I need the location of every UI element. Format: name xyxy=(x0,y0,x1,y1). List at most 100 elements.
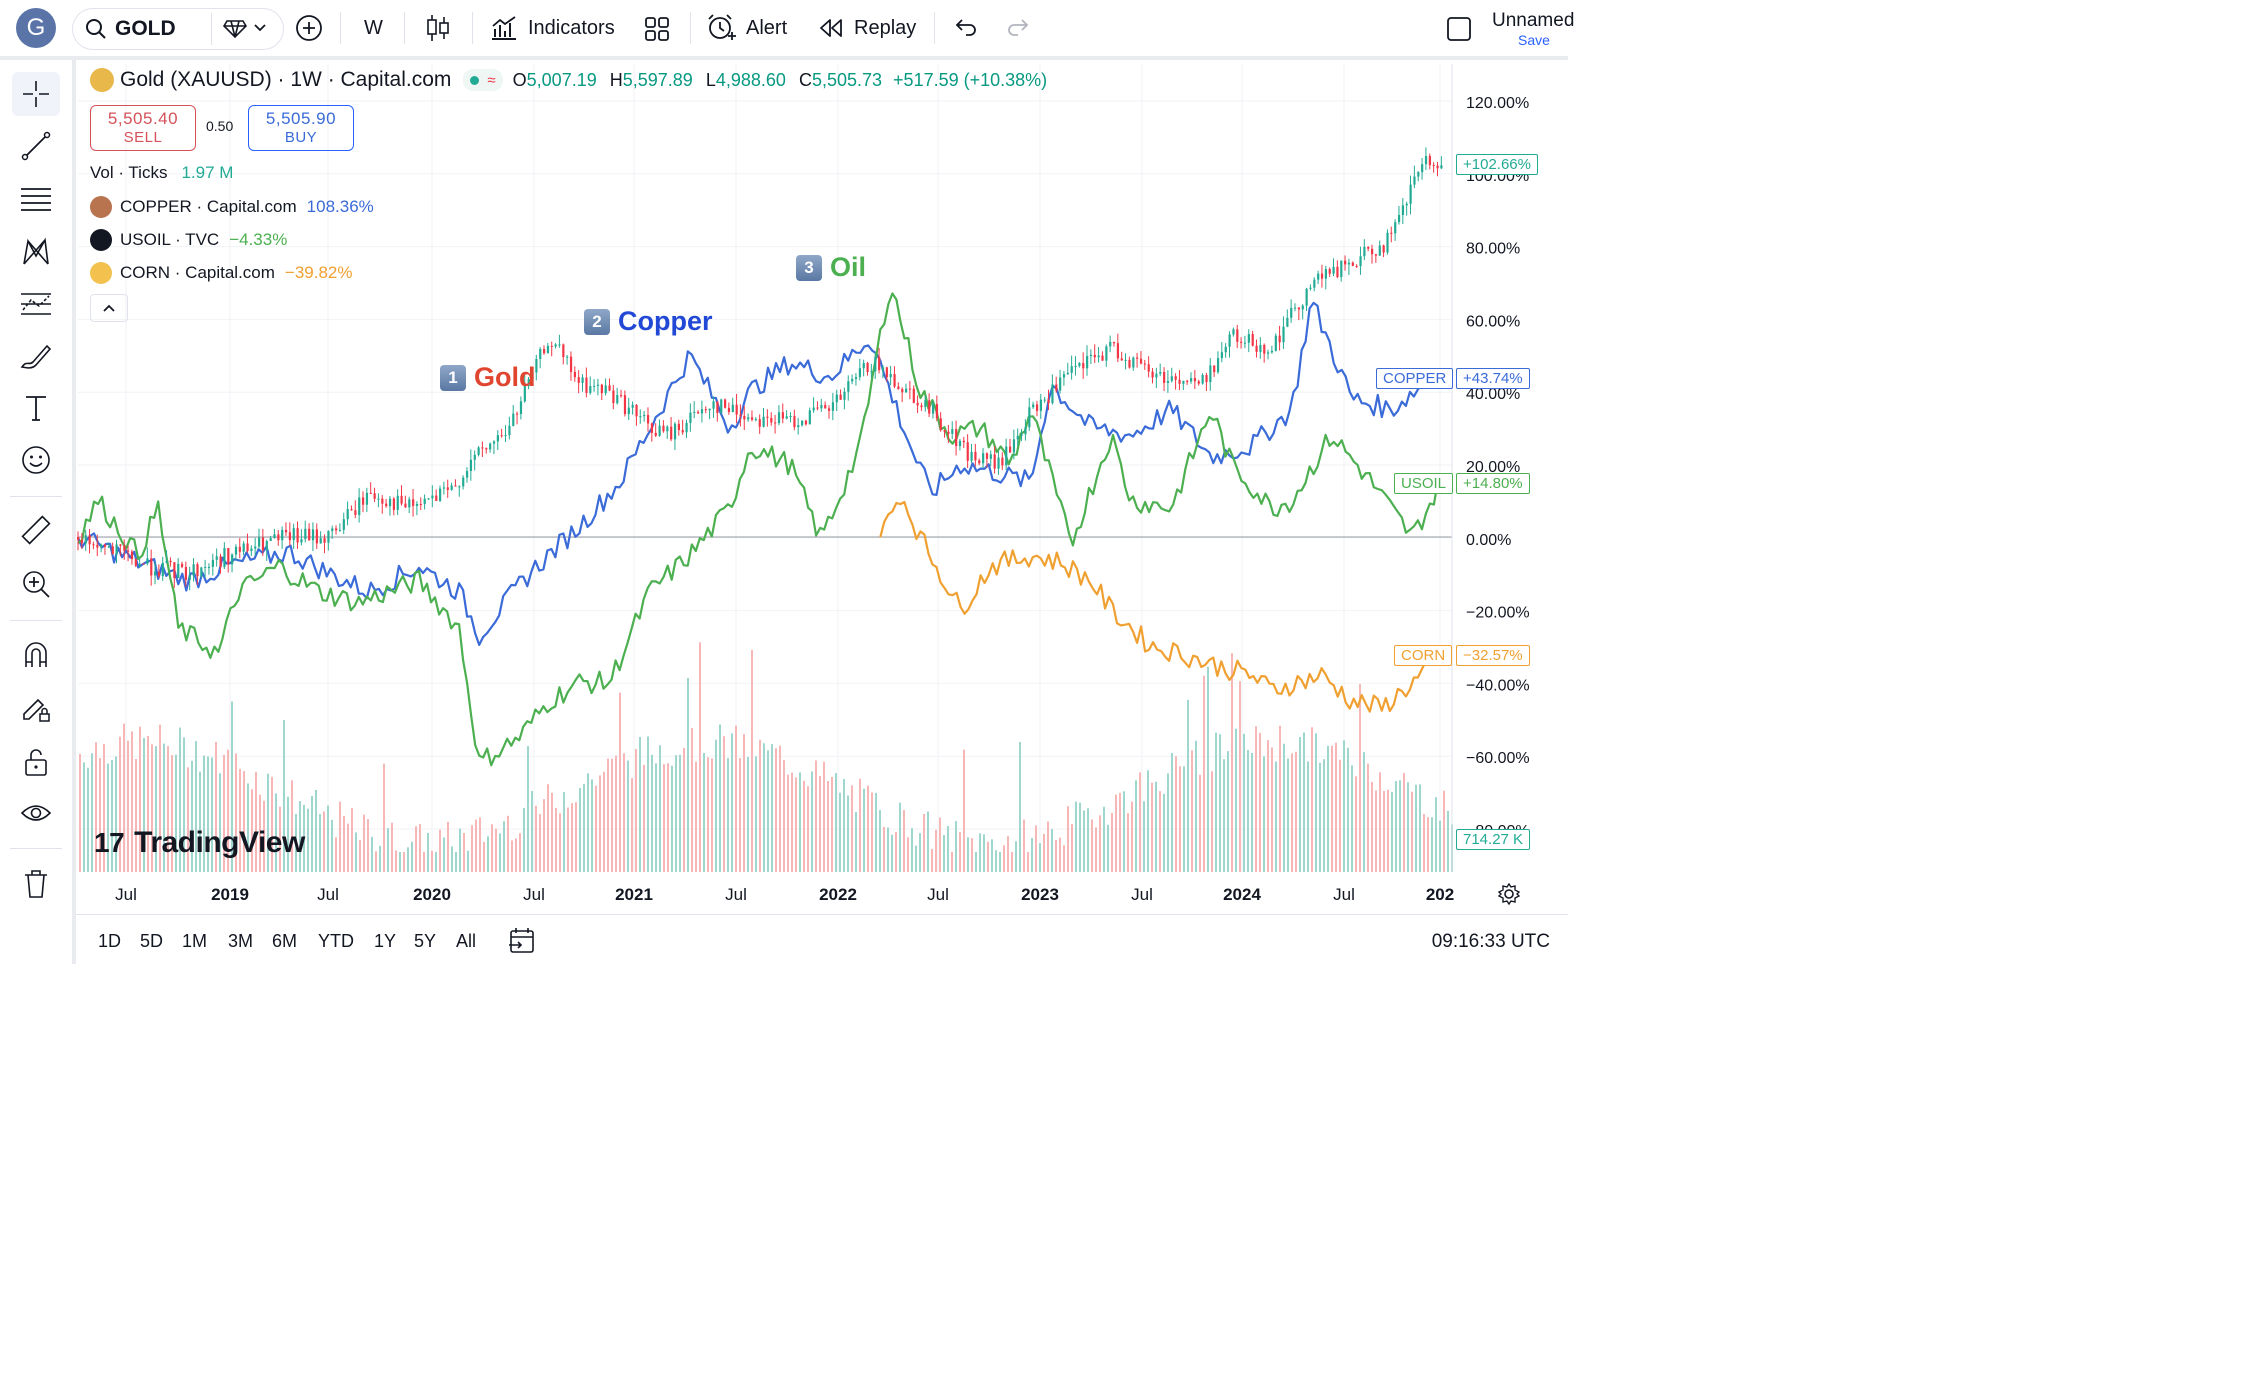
copper-annotation[interactable]: 2 Copper xyxy=(584,306,713,337)
volume-bar xyxy=(483,841,485,872)
fib-tool[interactable] xyxy=(12,178,60,222)
volume-bar xyxy=(235,753,237,872)
lock-tool[interactable] xyxy=(12,740,60,784)
lock-drawings-tool[interactable] xyxy=(12,686,60,730)
volume-bar xyxy=(267,773,269,872)
candle-body xyxy=(196,564,199,577)
volume-bar xyxy=(327,805,329,872)
volume-bar xyxy=(243,771,245,872)
range-1y[interactable]: 1Y xyxy=(374,931,397,951)
alert-button[interactable]: Alert xyxy=(706,0,787,56)
range-5d[interactable]: 5D xyxy=(140,931,164,951)
candle-body xyxy=(1105,346,1108,361)
delete-tool[interactable] xyxy=(12,862,60,906)
legend-copper[interactable]: COPPER · Capital.com 108.36% xyxy=(90,196,374,218)
layouts-grid-icon[interactable] xyxy=(644,16,670,42)
volume-bar xyxy=(331,819,333,872)
emoji-tool[interactable] xyxy=(12,438,60,482)
candles-icon[interactable] xyxy=(426,14,450,42)
replay-label: Replay xyxy=(854,16,917,39)
brush-tool[interactable] xyxy=(12,334,60,378)
candle-body xyxy=(662,425,665,432)
volume-bar xyxy=(1403,772,1405,872)
high-value: 5,597.89 xyxy=(622,69,693,90)
range-6m[interactable]: 6M xyxy=(272,931,298,951)
candle-body xyxy=(439,488,442,501)
candle-body xyxy=(801,420,804,426)
undo-icon[interactable] xyxy=(954,16,978,38)
volume-bar xyxy=(787,774,789,872)
forecast-tool[interactable] xyxy=(12,282,60,326)
pattern-tool[interactable] xyxy=(12,230,60,274)
measure-tool[interactable] xyxy=(12,508,60,552)
collapse-legend-button[interactable] xyxy=(90,294,128,322)
legend-corn-value: −39.82% xyxy=(284,263,353,282)
legend-usoil[interactable]: USOIL · TVC −4.33% xyxy=(90,229,287,251)
volume-bar xyxy=(1267,740,1269,872)
gold-annotation[interactable]: 1 Gold xyxy=(440,362,536,393)
save-button[interactable]: Save xyxy=(1518,32,1550,48)
candle-body xyxy=(897,386,900,390)
candle-body xyxy=(504,435,507,437)
range-3m[interactable]: 3M xyxy=(228,931,254,951)
ruler-icon xyxy=(21,515,51,545)
candle-body xyxy=(573,371,577,378)
candle-body xyxy=(677,423,680,431)
candle-body xyxy=(465,471,469,478)
volume-bar xyxy=(315,789,317,872)
candle-body xyxy=(80,539,84,544)
legend-volume[interactable]: Vol · Ticks 1.97 M xyxy=(90,163,233,183)
magnet-tool[interactable] xyxy=(12,632,60,676)
legend-corn[interactable]: CORN · Capital.com −39.82% xyxy=(90,262,353,284)
sell-button[interactable]: 5,505.40 SELL xyxy=(90,105,196,151)
drawing-toolbar xyxy=(0,60,76,964)
redo-icon[interactable] xyxy=(1006,16,1030,38)
chevron-down-icon[interactable] xyxy=(254,23,266,33)
volume-bar xyxy=(1255,726,1257,872)
replay-button[interactable]: Replay xyxy=(818,0,916,56)
candle-body xyxy=(261,537,265,551)
buy-button[interactable]: 5,505.90 BUY xyxy=(248,105,354,151)
candle-body xyxy=(727,407,731,413)
visibility-tool[interactable] xyxy=(12,792,60,836)
text-tool[interactable] xyxy=(12,386,60,430)
layout-name[interactable]: Unnamed xyxy=(1492,10,1575,31)
range-1m[interactable]: 1M xyxy=(182,931,208,951)
time-axis-label: 2019 xyxy=(211,885,249,904)
candle-body xyxy=(489,443,492,450)
interval-button[interactable]: W xyxy=(364,16,383,39)
main-symbol-row[interactable]: Gold (XAUUSD) · 1W · Capital.com ≈ O5,00… xyxy=(90,68,1047,92)
settings-gear-icon[interactable] xyxy=(1498,883,1520,905)
indicators-button[interactable]: Indicators xyxy=(490,0,615,56)
time-axis[interactable]: Jul 2019 Jul 2020 Jul 2021 Jul 2022 Jul 2023 Jul 20… xyxy=(115,885,1454,904)
trend-line-tool[interactable] xyxy=(12,124,60,168)
candle-body xyxy=(184,566,188,580)
calendar-goto-icon[interactable] xyxy=(508,927,538,955)
oil-annotation[interactable]: 3 Oil xyxy=(796,252,866,283)
volume-bar xyxy=(823,761,825,872)
compare-add-icon[interactable] xyxy=(295,14,323,42)
clock[interactable]: 09:16:33 UTC xyxy=(1431,931,1550,952)
candle-body xyxy=(423,498,426,505)
candle-body xyxy=(650,423,654,433)
candle-body xyxy=(712,401,715,409)
price-scale[interactable]: 120.00%100.00%80.00%60.00%40.00%20.00%0.… xyxy=(1451,64,1530,872)
volume-bar xyxy=(839,792,841,872)
volume-bar xyxy=(1151,782,1153,872)
chart-canvas[interactable]: 120.00%100.00%80.00%60.00%40.00%20.00%0.… xyxy=(76,60,1568,910)
range-all[interactable]: All xyxy=(456,931,477,951)
diamond-icon[interactable] xyxy=(223,19,247,39)
volume-bar xyxy=(779,745,781,872)
symbol-search[interactable]: GOLD xyxy=(72,8,284,50)
volume-bar xyxy=(359,840,361,872)
crosshair-tool[interactable] xyxy=(12,72,60,116)
user-avatar[interactable]: G xyxy=(16,8,56,48)
range-1d[interactable]: 1D xyxy=(98,931,122,951)
volume-bar xyxy=(995,850,997,872)
volume-bar xyxy=(283,719,285,872)
range-ytd[interactable]: YTD xyxy=(318,931,354,951)
range-5y[interactable]: 5Y xyxy=(414,931,437,951)
zoom-tool[interactable] xyxy=(12,562,60,606)
tradingview-logo[interactable]: 17 TradingView xyxy=(94,826,305,860)
layout-square-icon[interactable] xyxy=(1446,16,1472,42)
